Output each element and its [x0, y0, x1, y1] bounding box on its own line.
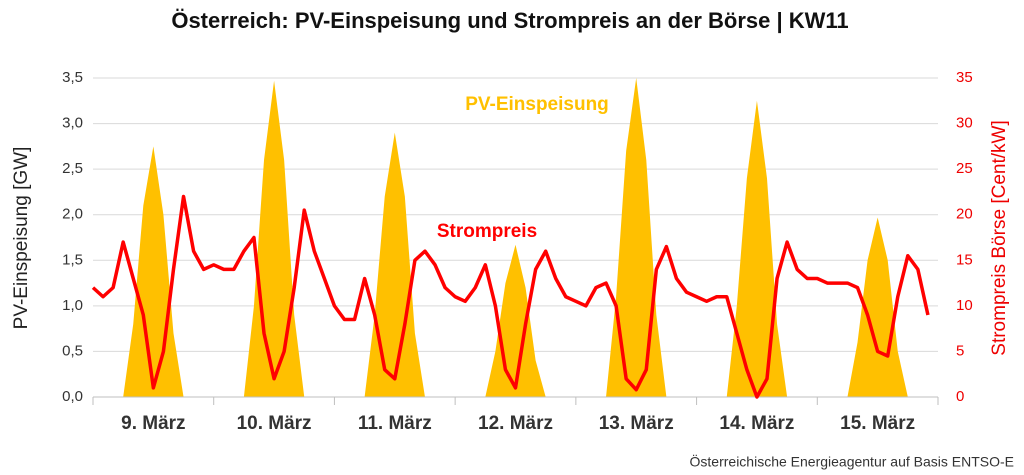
x-tick-label: 9. März — [121, 413, 185, 434]
x-tick-label: 10. März — [237, 413, 312, 434]
y2-tick-label: 0 — [956, 388, 964, 405]
pv-area — [93, 78, 928, 397]
y2-tick-label: 25 — [956, 160, 973, 177]
y2-tick-label: 20 — [956, 206, 973, 223]
price-line — [91, 194, 930, 399]
y2-axis-label: Strompreis Börse [Cent/kW] — [989, 120, 1010, 355]
series-label: PV-Einspeisung — [465, 94, 609, 115]
y-axis-label: PV-Einspeisung [GW] — [11, 147, 32, 330]
x-tick-label: 15. März — [840, 413, 915, 434]
y2-tick-label: 15 — [956, 251, 973, 268]
x-tick-label: 12. März — [478, 413, 553, 434]
y-tick-label: 2,5 — [62, 160, 83, 177]
y2-tick-label: 5 — [956, 342, 964, 359]
y-tick-label: 2,0 — [62, 206, 83, 223]
y2-tick-label: 30 — [956, 115, 973, 132]
y-tick-label: 3,5 — [62, 69, 83, 86]
y2-tick-label: 35 — [956, 69, 973, 86]
y-tick-label: 1,0 — [62, 297, 83, 314]
chart-title: Österreich: PV-Einspeisung und Stromprei… — [171, 8, 848, 33]
y2-tick-label: 10 — [956, 297, 973, 314]
y-tick-label: 0,5 — [62, 342, 83, 359]
y-tick-label: 0,0 — [62, 388, 83, 405]
x-tick-label: 13. März — [599, 413, 674, 434]
y-tick-label: 1,5 — [62, 251, 83, 268]
x-tick-label: 11. März — [358, 413, 432, 434]
y-tick-label: 3,0 — [62, 115, 83, 132]
series-label: Strompreis — [437, 221, 537, 242]
x-tick-label: 14. März — [719, 413, 794, 434]
source-note: Österreichische Energieagentur auf Basis… — [690, 453, 1014, 470]
